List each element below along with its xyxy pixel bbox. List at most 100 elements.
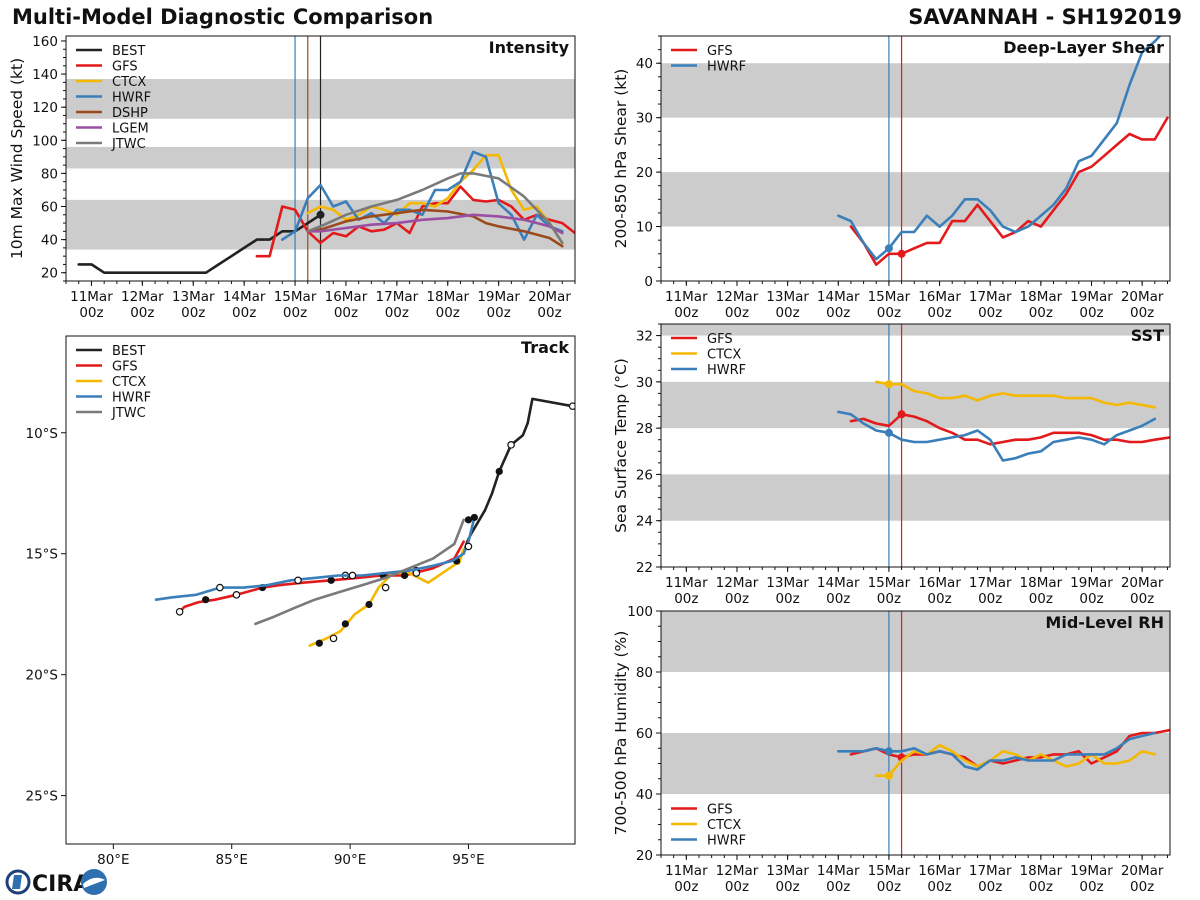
legend-label: GFS [112, 60, 138, 75]
shade-band [661, 63, 1170, 118]
track-point-open [348, 571, 357, 580]
x-tick-label: 00z [1029, 879, 1053, 895]
track-point-open [464, 542, 473, 551]
x-tick-label: 00z [1130, 879, 1154, 895]
legend-label: HWRF [707, 363, 746, 378]
y-tick-label: 40 [41, 233, 58, 249]
x-tick-label: 00z [674, 305, 698, 321]
x-tick-label: 00z [978, 305, 1002, 321]
x-tick-label: 00z [826, 305, 850, 321]
legend-label: CTCX [707, 818, 741, 833]
x-tick-label: 00z [1130, 305, 1154, 321]
cira-logo: CIRA [5, 869, 107, 897]
x-tick-label: 00z [1079, 591, 1103, 607]
shade-band [661, 324, 1170, 336]
legend-label: HWRF [707, 60, 746, 75]
x-tick-label: 00z [130, 305, 154, 321]
x-tick-label: 17Mar [969, 575, 1012, 591]
y-tick-label: 40 [636, 56, 653, 72]
track-point-filled [400, 571, 409, 580]
track-point-open [329, 634, 338, 643]
x-tick-label: 00z [674, 591, 698, 607]
x-tick-label: 12Mar [716, 575, 759, 591]
legend-label: HWRF [112, 91, 151, 106]
x-tick-label: 20Mar [528, 289, 571, 305]
legend-label: CTCX [112, 375, 146, 390]
series-line-best [77, 213, 322, 275]
x-tick-label: 00z [725, 591, 749, 607]
x-tick-label: 00z [1079, 305, 1103, 321]
x-tick-label: 20Mar [1121, 575, 1164, 591]
x-tick-label: 13Mar [766, 289, 809, 305]
x-tick-label: 00z [487, 305, 511, 321]
series-line-ctcx [306, 153, 564, 245]
y-tick-label: 140 [32, 67, 58, 83]
shade-band [661, 474, 1170, 521]
series-line-lgem [306, 213, 564, 235]
legend-label: CTCX [707, 348, 741, 363]
panel-sst: 22242628303211Mar00z12Mar00z13Mar00z14Ma… [612, 323, 1171, 607]
x-tick-label: 18Mar [1020, 289, 1063, 305]
y-tick-label: 20°S [26, 668, 59, 684]
panel-title: Intensity [489, 38, 570, 57]
track-point-filled [365, 600, 373, 609]
series-line-best [462, 397, 574, 556]
axes-frame [660, 323, 1171, 568]
x-tick-label: 00z [334, 305, 358, 321]
panel-track: 10°S 15°S 20°S 25°S 80°E 85°E 90°E 95°E Track BES… [26, 335, 576, 868]
x-tick-label: 11Mar [70, 289, 113, 305]
x-tick-label: 00z [181, 305, 205, 321]
marker-point [316, 210, 325, 219]
y-tick-label: 160 [32, 34, 58, 50]
figure-title: Multi-Model Diagnostic Comparison [12, 5, 434, 29]
legend-label: GFS [707, 44, 733, 59]
y-tick-label: 60 [636, 726, 653, 742]
x-tick-label: 00z [1130, 591, 1154, 607]
y-tick-label: 0 [644, 274, 653, 290]
x-tick-label: 19Mar [477, 289, 520, 305]
x-tick-label: 16Mar [325, 289, 368, 305]
y-tick-label: 20 [636, 848, 653, 864]
logo-text: CIRA [32, 872, 90, 897]
x-tick-label: 15Mar [868, 289, 911, 305]
x-tick-label: 00z [775, 591, 799, 607]
legend-label: HWRF [707, 834, 746, 849]
x-tick-label: 00z [775, 879, 799, 895]
y-tick-label: 25°S [26, 789, 59, 805]
y-tick-label: 26 [636, 467, 653, 483]
x-tick-label: 00z [826, 879, 850, 895]
x-tick-label: 16Mar [918, 575, 961, 591]
series-line-hwrf [836, 36, 1162, 261]
x-tick-label: 15Mar [274, 289, 317, 305]
x-tick-label: 19Mar [1070, 289, 1113, 305]
plot-area-intensity [66, 36, 575, 281]
y-tick-label: 60 [41, 200, 58, 216]
storm-title: SAVANNAH - SH192019 [908, 5, 1182, 29]
shade-band [661, 733, 1170, 794]
x-tick-label: 00z [283, 305, 307, 321]
track-point-open [568, 402, 575, 410]
y-tick-label: 22 [636, 560, 653, 576]
panel-shear: 01020304011Mar00z12Mar00z13Mar00z14Mar00… [612, 35, 1171, 321]
y-tick-label: 100 [32, 133, 58, 149]
y-axis-label: Sea Surface Temp (°C) [612, 358, 630, 533]
legend-label: JTWC [111, 406, 146, 421]
x-tick-label: 16Mar [918, 289, 961, 305]
y-tick-label: 30 [636, 375, 653, 391]
marker-point [884, 771, 893, 780]
x-tick-label: 00z [537, 305, 561, 321]
marker-point [884, 747, 893, 756]
x-tick-label: 95°E [452, 852, 484, 868]
y-tick-label: 32 [636, 329, 653, 345]
x-tick-label: 14Mar [817, 289, 860, 305]
x-tick-label: 12Mar [121, 289, 164, 305]
x-tick-label: 11Mar [665, 575, 708, 591]
x-tick-label: 13Mar [172, 289, 215, 305]
legend-label: BEST [112, 344, 145, 359]
x-tick-label: 12Mar [716, 863, 759, 879]
y-tick-label: 80 [41, 166, 58, 182]
